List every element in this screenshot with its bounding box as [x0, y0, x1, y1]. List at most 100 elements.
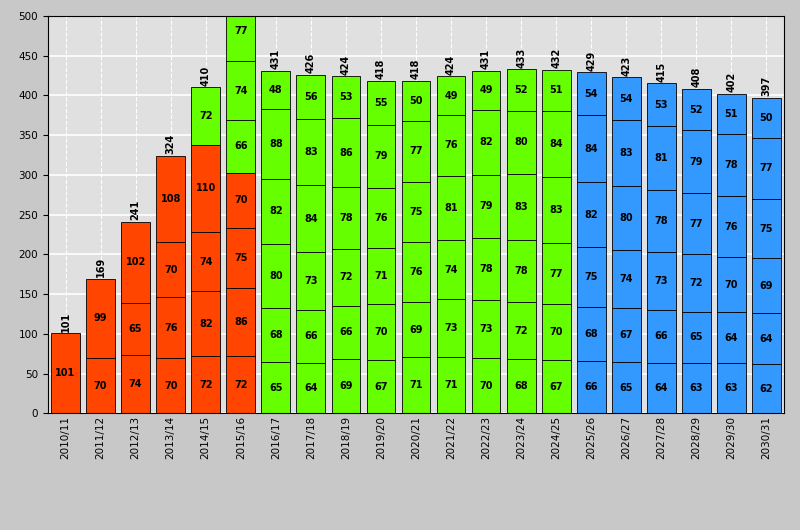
Text: 68: 68 [585, 329, 598, 339]
Text: 73: 73 [479, 324, 493, 334]
Bar [752, 98, 781, 137]
Text: 74: 74 [444, 264, 458, 275]
Text: 72: 72 [514, 326, 528, 335]
Text: 86: 86 [234, 317, 247, 327]
Text: 72: 72 [339, 272, 353, 282]
Bar [51, 333, 80, 413]
Text: 73: 73 [654, 276, 668, 286]
Bar [156, 297, 185, 358]
Bar [331, 76, 360, 118]
Text: 101: 101 [55, 368, 76, 378]
Text: 74: 74 [234, 86, 247, 95]
Bar [437, 357, 466, 413]
Bar [226, 356, 255, 413]
Text: 64: 64 [725, 333, 738, 343]
Bar [717, 313, 746, 364]
Text: 73: 73 [444, 323, 458, 333]
Bar [366, 188, 395, 248]
Text: 79: 79 [374, 151, 388, 161]
Bar [577, 72, 606, 115]
Text: 108: 108 [161, 194, 181, 204]
Text: 429: 429 [586, 50, 596, 70]
Text: 76: 76 [725, 222, 738, 232]
Bar [262, 244, 290, 307]
Bar [647, 190, 676, 252]
Text: 70: 70 [550, 328, 563, 337]
Text: 55: 55 [374, 98, 388, 108]
Text: 432: 432 [551, 48, 561, 68]
Bar [472, 358, 501, 413]
Text: 51: 51 [725, 109, 738, 119]
Text: 101: 101 [61, 311, 70, 332]
Text: 80: 80 [619, 213, 633, 223]
Bar [506, 302, 535, 359]
Text: 54: 54 [585, 89, 598, 99]
Text: 73: 73 [304, 276, 318, 286]
Bar [156, 156, 185, 242]
Text: 82: 82 [269, 207, 282, 216]
Text: 324: 324 [166, 134, 176, 154]
Text: 64: 64 [654, 383, 668, 393]
Bar [297, 310, 326, 363]
Bar [122, 355, 150, 413]
Text: 53: 53 [654, 100, 668, 110]
Text: 65: 65 [269, 383, 282, 393]
Bar [612, 250, 641, 308]
Bar [577, 361, 606, 413]
Bar [612, 186, 641, 250]
Bar [191, 291, 220, 356]
Text: 49: 49 [479, 85, 493, 95]
Bar [86, 279, 115, 358]
Text: 426: 426 [306, 53, 316, 73]
Text: 53: 53 [339, 92, 353, 102]
Text: 48: 48 [269, 85, 282, 95]
Text: 83: 83 [304, 147, 318, 157]
Text: 81: 81 [444, 203, 458, 213]
Text: 56: 56 [304, 92, 318, 102]
Bar [612, 77, 641, 120]
Bar [612, 362, 641, 413]
Bar [262, 362, 290, 413]
Text: 424: 424 [341, 55, 351, 75]
Bar [682, 130, 710, 193]
Text: 84: 84 [304, 214, 318, 224]
Bar [682, 193, 710, 254]
Bar [506, 359, 535, 413]
Text: 71: 71 [410, 380, 422, 390]
Text: 418: 418 [411, 59, 421, 80]
Bar [682, 312, 710, 364]
Text: 431: 431 [271, 49, 281, 69]
Text: 69: 69 [339, 381, 353, 391]
Text: 79: 79 [690, 157, 703, 167]
Bar [402, 242, 430, 302]
Text: 54: 54 [619, 94, 633, 103]
Text: 433: 433 [516, 47, 526, 67]
Text: 72: 72 [234, 380, 247, 390]
Text: 66: 66 [304, 331, 318, 341]
Bar [542, 360, 570, 413]
Text: 83: 83 [550, 205, 563, 215]
Bar [402, 81, 430, 121]
Text: 80: 80 [514, 137, 528, 147]
Text: 79: 79 [479, 201, 493, 211]
Bar [402, 302, 430, 357]
Bar [506, 110, 535, 174]
Text: 169: 169 [95, 257, 106, 278]
Bar [331, 187, 360, 249]
Bar [122, 222, 150, 303]
Text: 69: 69 [760, 281, 774, 291]
Text: 64: 64 [304, 383, 318, 393]
Bar [506, 240, 535, 302]
Bar [542, 110, 570, 177]
Text: 78: 78 [339, 213, 353, 223]
Text: 76: 76 [164, 323, 178, 332]
Text: 67: 67 [619, 330, 633, 340]
Bar [226, 0, 255, 61]
Bar [472, 70, 501, 110]
Text: 67: 67 [550, 382, 563, 392]
Text: 80: 80 [269, 271, 282, 281]
Text: 78: 78 [514, 266, 528, 276]
Text: 82: 82 [479, 137, 493, 147]
Bar [262, 70, 290, 109]
Text: 241: 241 [130, 200, 141, 220]
